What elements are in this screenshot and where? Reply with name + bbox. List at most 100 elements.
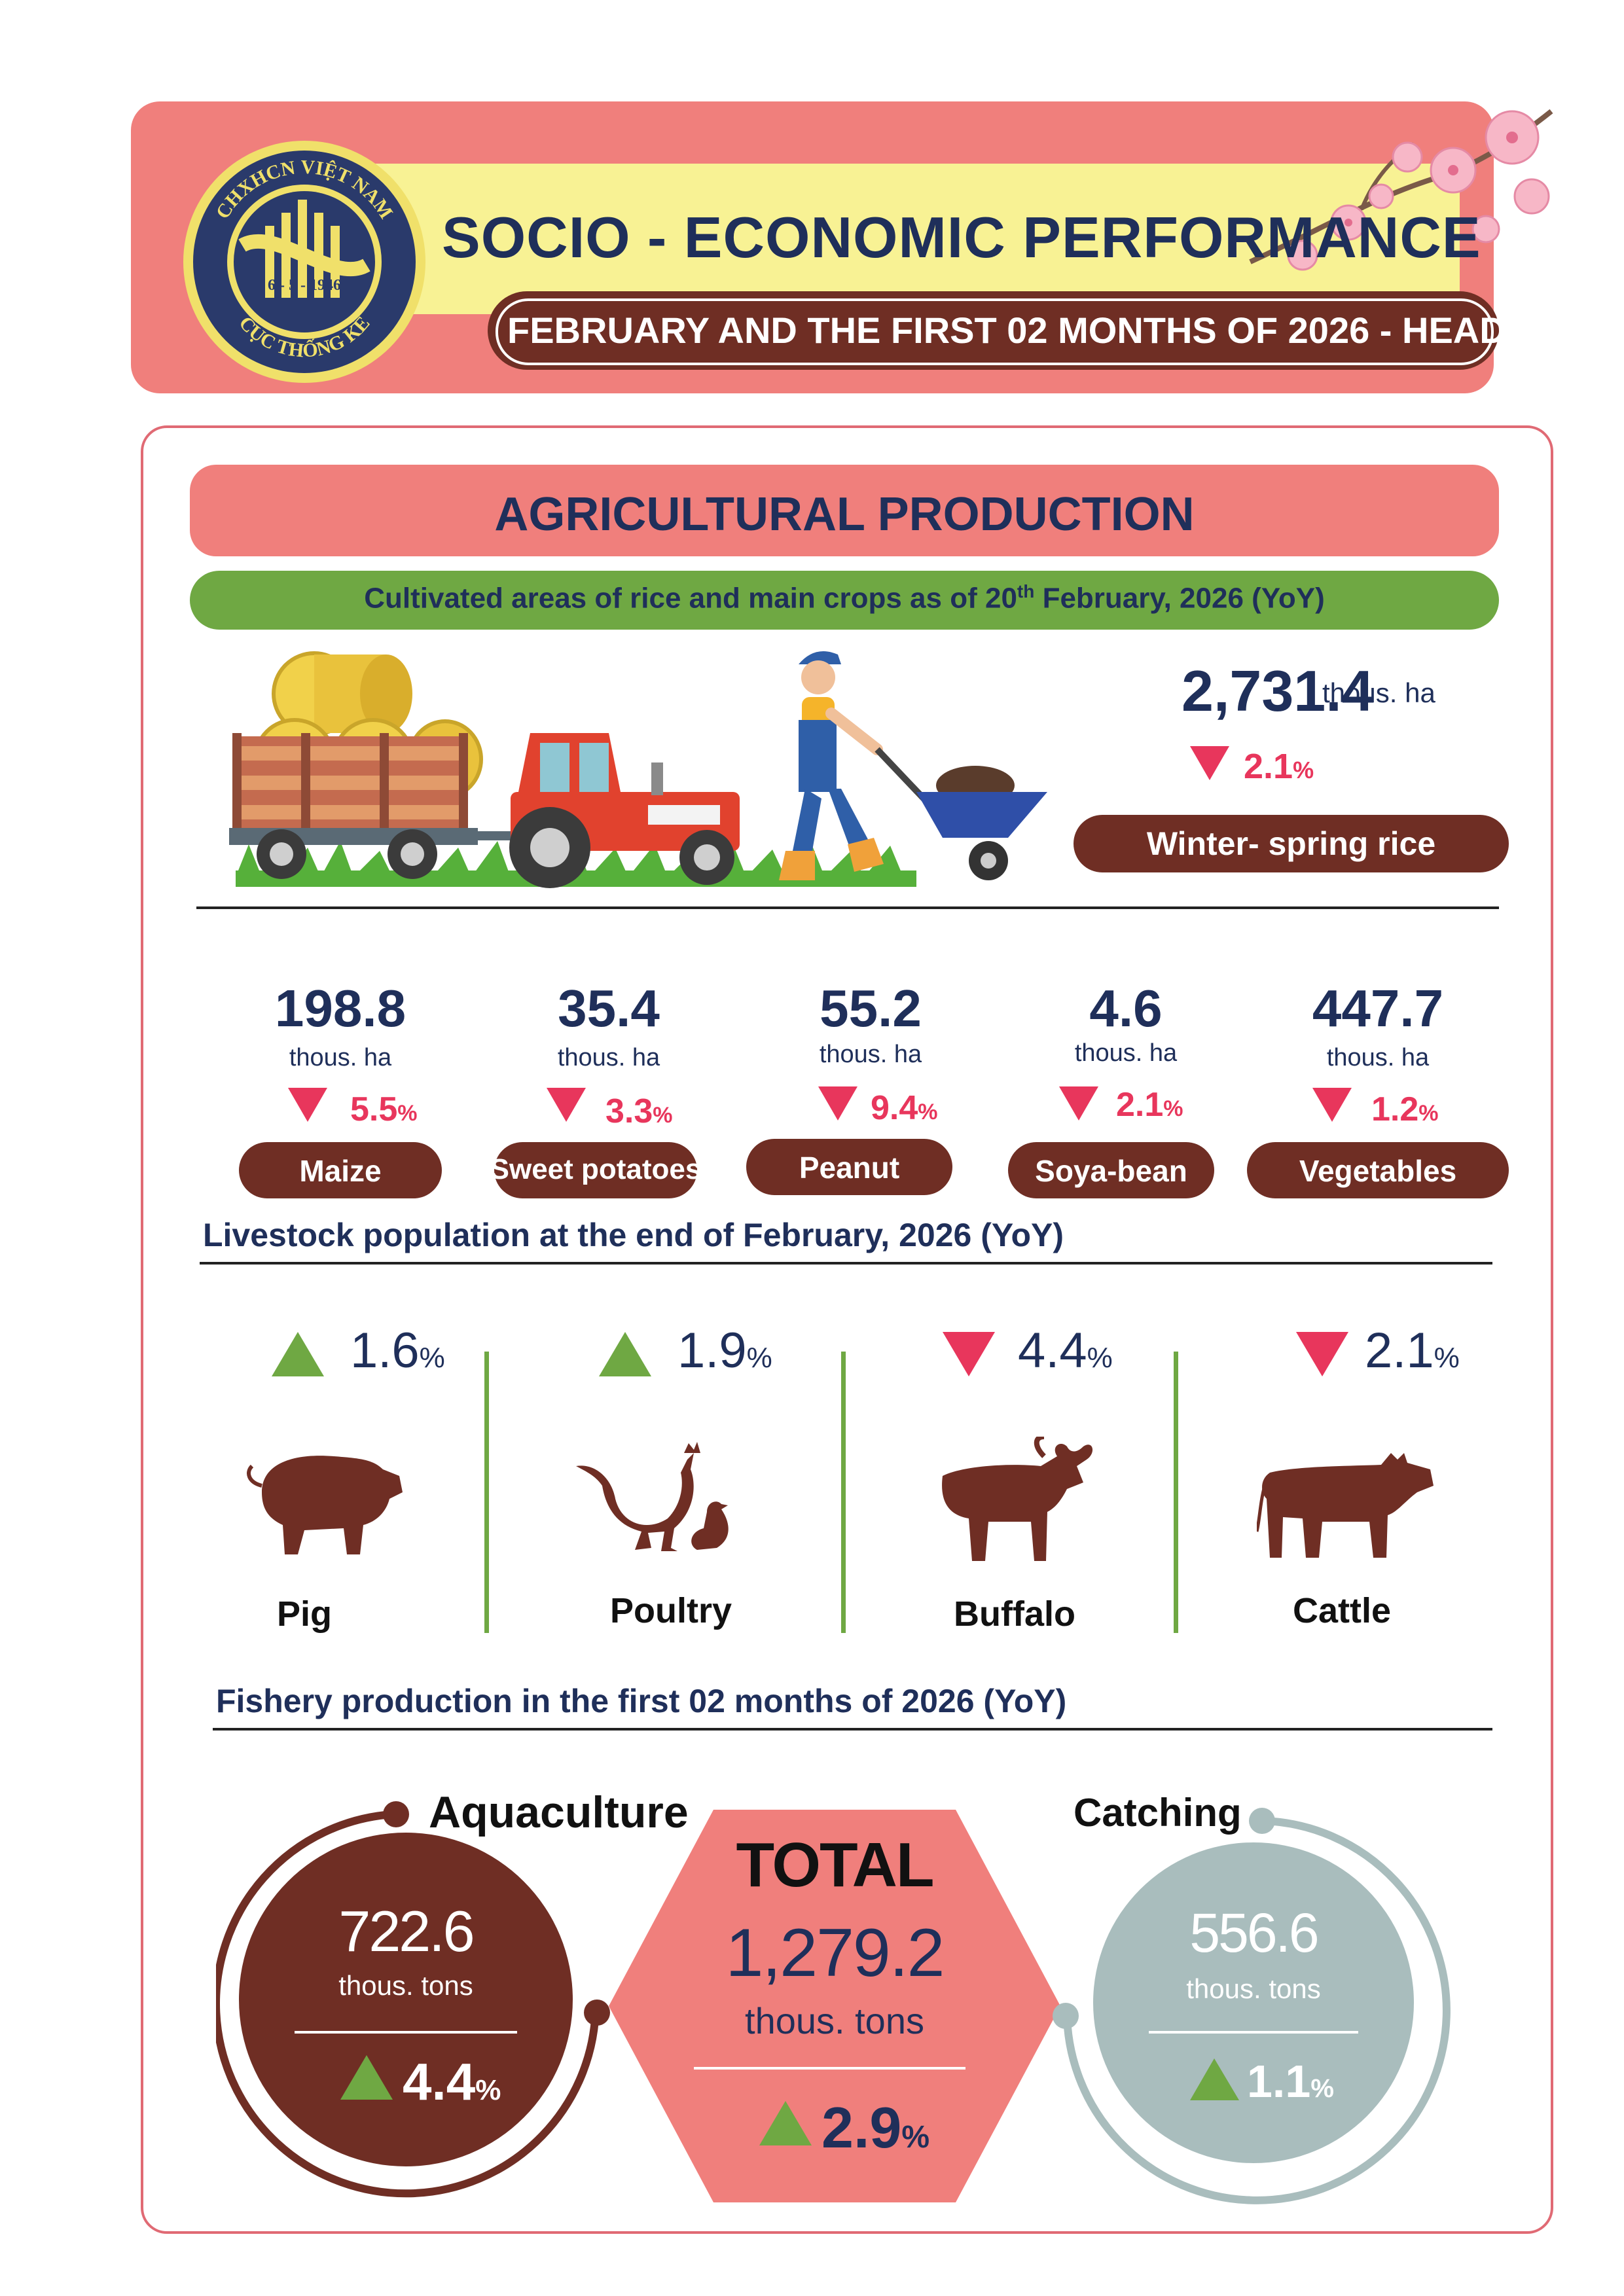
crop-label-pill	[746, 1139, 952, 1195]
pig-up-arrow-icon	[272, 1332, 324, 1376]
divider	[196, 906, 1499, 909]
crop-peanut: 55.2	[785, 978, 956, 1039]
aquaculture-change: 4.4%	[403, 2052, 501, 2112]
catching-label: Catching	[1074, 1791, 1242, 1835]
aquaculture-unit: thous. tons	[338, 1970, 473, 2001]
total-label: TOTAL	[736, 1830, 934, 1900]
crop-label-pill	[1247, 1142, 1509, 1198]
crop-change-sign: %	[1418, 1101, 1439, 1126]
aquaculture-ring-dot	[584, 2000, 610, 2026]
rice-label: Winter- spring rice	[1146, 825, 1436, 862]
subtitle-pill	[488, 291, 1499, 370]
agriculture-title-band	[190, 465, 1499, 556]
crop-label-pill	[494, 1142, 697, 1198]
farm-scene-illustration	[229, 651, 1047, 888]
crop-change: 5.5%	[350, 1090, 418, 1129]
crop-unit: thous. ha	[1326, 1044, 1430, 1071]
agriculture-title: AGRICULTURAL PRODUCTION	[494, 488, 1195, 541]
buffalo-down-arrow-icon	[943, 1332, 995, 1376]
crop-sweet-potatoes: 35.4	[524, 978, 694, 1039]
rice-change-value: 2.1	[1244, 747, 1293, 786]
aquaculture-ring	[216, 1801, 610, 2198]
crop-change-sign: %	[918, 1100, 938, 1124]
crop-change-sign: %	[397, 1101, 418, 1126]
catching-change-value: 1.1	[1247, 2056, 1311, 2107]
pig-change: 1.6%	[350, 1322, 445, 1379]
catching-up-arrow-icon	[1190, 2058, 1239, 2100]
crop-label: Peanut	[799, 1151, 900, 1185]
crop-change-value: 5.5	[350, 1090, 398, 1128]
total-change-value: 2.9	[821, 2095, 902, 2160]
total-value: 1,279.2	[725, 1915, 945, 1991]
crop-unit: thous. ha	[1074, 1039, 1178, 1067]
poultry-icon	[576, 1442, 729, 1551]
poultry-change-value: 1.9	[677, 1323, 747, 1378]
pig-change-sign: %	[419, 1342, 445, 1374]
buffalo-icon	[942, 1437, 1093, 1561]
aquaculture-change-value: 4.4	[403, 2053, 476, 2111]
cattle-label: Cattle	[1292, 1591, 1392, 1630]
crop-label-pill	[239, 1142, 442, 1198]
crop-caption-sup: th	[1017, 581, 1035, 601]
soya-bean-down-arrow-icon	[1059, 1086, 1098, 1121]
logo-date-text: 6 - 5 - 1946	[268, 277, 341, 294]
poultry-change: 1.9%	[677, 1322, 772, 1379]
buffalo-change: 4.4%	[1018, 1322, 1113, 1379]
crop-caption-post: February, 2026 (YoY)	[1034, 582, 1325, 615]
crop-change: 3.3%	[605, 1092, 673, 1131]
catching-change: 1.1%	[1247, 2055, 1334, 2108]
sweet-potatoes-down-arrow-icon	[547, 1088, 586, 1122]
tractor-icon	[471, 733, 740, 888]
total-change-sign: %	[901, 2120, 930, 2155]
crop-change-value: 9.4	[871, 1089, 918, 1127]
crop-caption-pre: Cultivated areas of rice and main crops …	[364, 582, 1017, 615]
crop-soya-bean: 4.6	[1041, 978, 1211, 1039]
rice-area-value: 2,731.4	[1182, 658, 1374, 723]
page-title: SOCIO - ECONOMIC PERFORMANCE	[442, 205, 1481, 270]
crop-change-value: 3.3	[605, 1092, 653, 1130]
pig-change-value: 1.6	[350, 1323, 420, 1378]
farmer-icon	[779, 651, 884, 880]
poultry-label: Poultry	[609, 1591, 732, 1630]
buffalo-label: Buffalo	[954, 1594, 1075, 1634]
total-unit: thous. tons	[745, 2000, 924, 2041]
pig-icon	[247, 1456, 403, 1554]
crop-unit: thous. ha	[289, 1044, 392, 1071]
maize-down-arrow-icon	[288, 1088, 327, 1122]
crop-change: 9.4%	[871, 1088, 938, 1128]
crop-change-value: 2.1	[1116, 1086, 1164, 1124]
cattle-change-sign: %	[1434, 1342, 1460, 1374]
rice-label-pill	[1074, 815, 1509, 872]
cattle-icon	[1257, 1453, 1434, 1558]
crop-label: Soya-bean	[1035, 1154, 1187, 1188]
crop-value: 35.4	[558, 979, 660, 1037]
blossom-decoration-icon	[1249, 109, 1553, 271]
rice-change: 2.1%	[1244, 746, 1314, 787]
crop-label: Maize	[299, 1154, 382, 1188]
crop-change-sign: %	[1163, 1096, 1183, 1121]
trailer-icon	[229, 733, 478, 879]
rice-change-sign: %	[1293, 757, 1314, 783]
crop-unit: thous. ha	[819, 1041, 922, 1068]
livestock-divider	[1174, 1352, 1178, 1633]
title-band	[308, 164, 1460, 314]
catching-ring-dot	[1053, 2003, 1079, 2029]
crop-change-value: 1.2	[1371, 1090, 1419, 1128]
crop-value: 4.6	[1089, 979, 1163, 1037]
total-change: 2.9%	[821, 2094, 929, 2161]
crop-change-sign: %	[653, 1103, 673, 1128]
cattle-down-arrow-icon	[1296, 1332, 1348, 1376]
rice-down-arrow-icon	[1190, 746, 1229, 780]
subtitle-pill-border	[496, 298, 1494, 365]
page-subtitle: FEBRUARY AND THE FIRST 02 MONTHS OF 2026…	[507, 310, 1614, 351]
fishery-title: Fishery production in the first 02 month…	[216, 1683, 1067, 1719]
cattle-change: 2.1%	[1365, 1322, 1460, 1379]
poultry-up-arrow-icon	[599, 1332, 651, 1376]
aquaculture-ring-dot	[383, 1801, 409, 1827]
aquaculture-label: Aquaculture	[429, 1787, 689, 1837]
crop-value: 198.8	[274, 979, 406, 1037]
total-hexagon	[609, 1810, 1060, 2202]
total-up-arrow-icon	[759, 2101, 812, 2145]
aquaculture-up-arrow-icon	[340, 2055, 393, 2100]
aquaculture-value: 722.6	[338, 1899, 475, 1964]
